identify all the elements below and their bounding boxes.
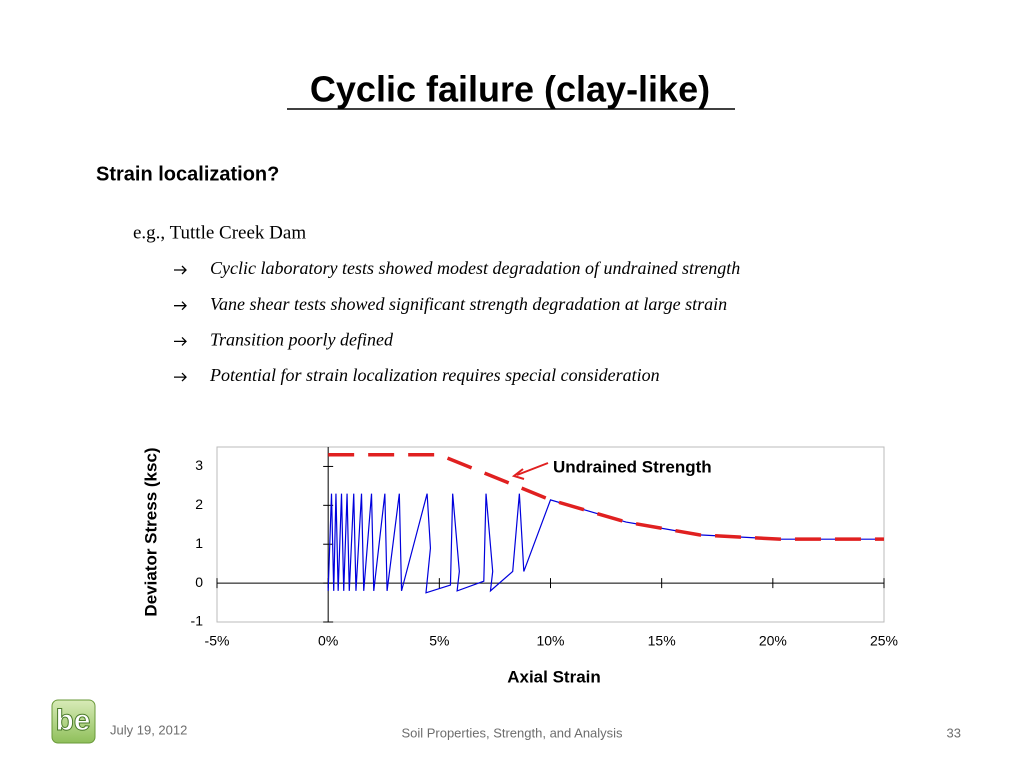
bullet-arrow [174, 265, 187, 275]
x-tick-label: 15% [648, 633, 676, 649]
y-tick-label: -1 [191, 613, 204, 629]
x-tick-label: 20% [759, 633, 787, 649]
data-line [327, 493, 884, 594]
plot-area [216, 446, 885, 623]
annotation-arrow [511, 462, 549, 480]
bullet-arrow [174, 372, 187, 382]
page-number: 33 [947, 725, 961, 740]
example: e.g., Tuttle Creek Dam [133, 222, 306, 243]
x-tick-label: 0% [318, 633, 338, 649]
bullet-text: Vane shear tests showed significant stre… [210, 294, 727, 314]
bullet-text: Potential for strain localization requir… [209, 365, 660, 385]
heading: Strain localization? [96, 163, 279, 185]
x-tick-label: 25% [870, 633, 898, 649]
logo-text: be [55, 704, 90, 737]
x-tick-label: 5% [429, 633, 449, 649]
y-axis-label: Deviator Stress (ksc) [141, 447, 160, 616]
logo-box [51, 699, 96, 744]
bullet-arrow [174, 336, 187, 346]
bullet-arrow [174, 301, 187, 311]
slide-title: Cyclic failure (clay-like) [310, 69, 710, 110]
y-tick-label: 2 [195, 496, 203, 512]
chart: -1 0 1 2 3 -5% 0% 5% 10% 15% 20% 25% Axial Strain Dev… [141, 446, 898, 686]
x-tick-label: -5% [205, 633, 230, 649]
bullet-list: Cyclic laboratory tests showed modest de… [174, 258, 740, 385]
y-tick-label: 1 [195, 535, 203, 551]
x-tick-label: 10% [536, 633, 564, 649]
footer-center: Soil Properties, Strength, and Analysis [401, 725, 623, 740]
annotation-label: Undrained Strength [553, 457, 712, 476]
dashed-line [328, 453, 884, 541]
footer-date: July 19, 2012 [110, 722, 187, 737]
x-axis-label: Axial Strain [507, 667, 601, 686]
y-tick-label: 3 [195, 457, 203, 473]
bullet-text: Transition poorly defined [210, 330, 394, 350]
bullet-text: Cyclic laboratory tests showed modest de… [210, 258, 740, 278]
y-tick-label: 0 [195, 574, 203, 590]
logo: be [51, 699, 96, 744]
